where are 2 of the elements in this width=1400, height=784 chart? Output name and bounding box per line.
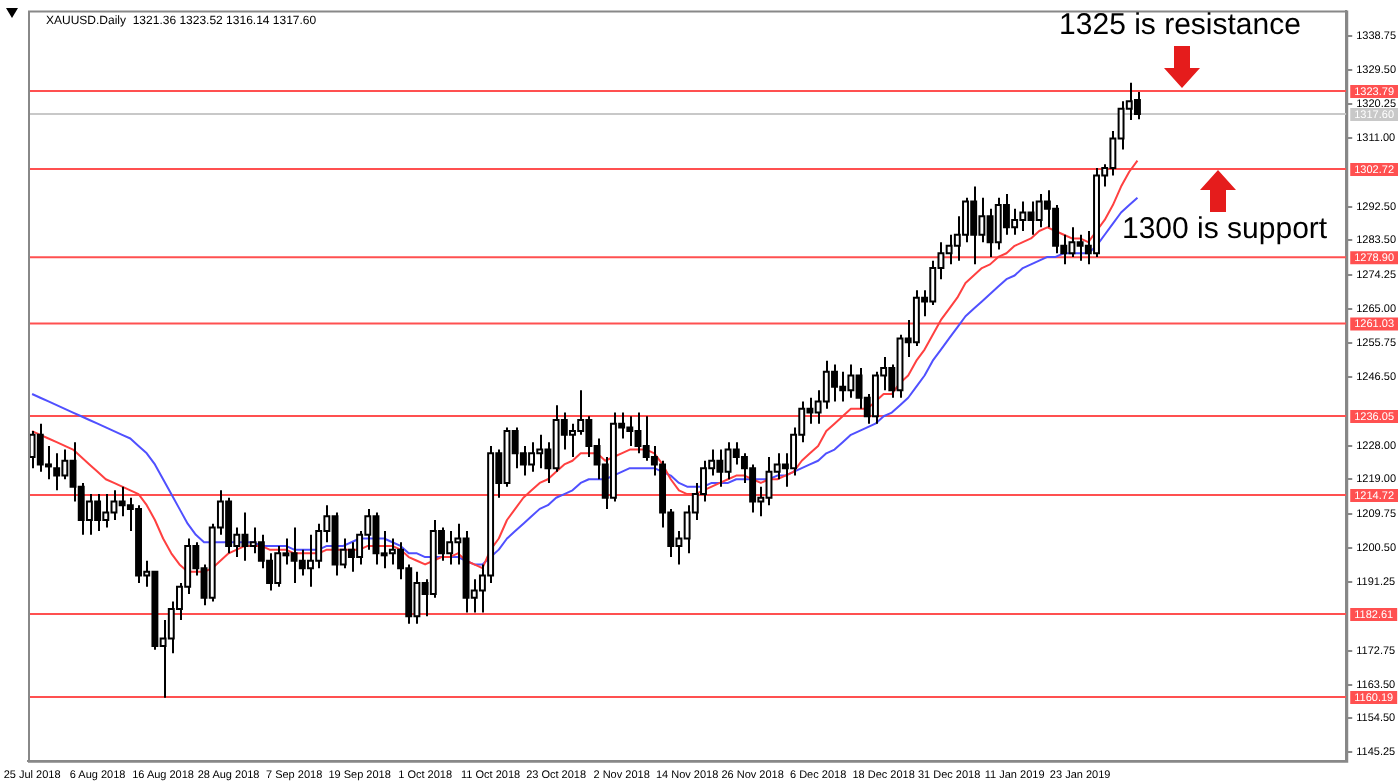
annotation: 1325 is resistance: [1059, 8, 1301, 43]
annotation: 1300 is support: [1122, 212, 1329, 247]
